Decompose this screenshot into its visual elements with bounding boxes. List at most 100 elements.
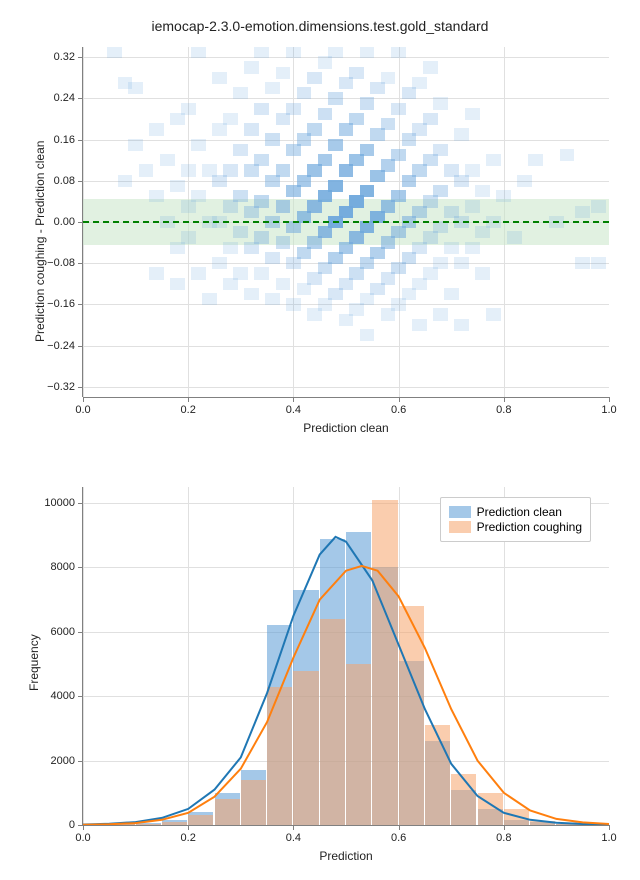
density-cell	[244, 61, 259, 73]
density-cell	[444, 288, 459, 300]
density-cell	[517, 175, 532, 187]
density-cell	[465, 164, 480, 176]
tick-label: 0.6	[391, 404, 406, 416]
histogram-panel: Prediction cleanPrediction coughing Pred…	[82, 486, 610, 826]
density-cell	[454, 319, 469, 331]
density-cell	[276, 67, 291, 79]
density-cell	[381, 72, 396, 84]
density-cell	[191, 139, 206, 151]
density-cell	[191, 190, 206, 202]
density-cell	[465, 108, 480, 120]
density-cell	[118, 175, 133, 187]
legend-item: Prediction coughing	[449, 520, 582, 534]
tick-label: 0.32	[54, 51, 75, 63]
legend-swatch	[449, 521, 471, 533]
tick-label: 0.0	[75, 832, 90, 844]
density-cell	[233, 190, 248, 202]
reference-line	[83, 221, 609, 223]
density-cell	[560, 149, 575, 161]
kde-line-clean	[83, 537, 609, 825]
density-cell	[276, 200, 291, 212]
tick-label: 6000	[51, 626, 75, 638]
density-cell	[107, 47, 122, 58]
tick-label: 0.8	[496, 404, 511, 416]
tick-label: 0.2	[181, 404, 196, 416]
density-cell	[391, 47, 406, 58]
histogram-xlabel: Prediction	[83, 849, 609, 863]
tick-label: 0.24	[54, 92, 75, 104]
density-cell	[149, 267, 164, 279]
density-cell	[391, 149, 406, 161]
density-cell	[307, 72, 322, 84]
density-cell	[454, 257, 469, 269]
density-cell	[233, 144, 248, 156]
legend-label: Prediction clean	[477, 505, 562, 519]
gridline	[83, 57, 609, 58]
gridline	[83, 304, 609, 305]
density-cell	[465, 242, 480, 254]
density-cell	[475, 267, 490, 279]
density-cell	[465, 200, 480, 212]
density-cell	[349, 113, 364, 125]
axis-spine	[83, 825, 609, 826]
density-cell	[254, 103, 269, 115]
tick-label: 1.0	[601, 404, 616, 416]
tick-label: 2000	[51, 755, 75, 767]
density-cell	[170, 278, 185, 290]
density-cell	[223, 164, 238, 176]
tick-label: 10000	[44, 497, 75, 509]
gridline	[83, 346, 609, 347]
density-cell	[254, 267, 269, 279]
legend-label: Prediction coughing	[477, 520, 582, 534]
density-cell	[360, 47, 375, 58]
tick-label: 0.4	[286, 404, 301, 416]
density-cell	[412, 77, 427, 89]
gridline	[83, 140, 609, 141]
gridline	[83, 263, 609, 264]
legend: Prediction cleanPrediction coughing	[440, 497, 591, 542]
density-cell	[575, 206, 590, 218]
density-cell	[244, 123, 259, 135]
density-cell	[496, 190, 511, 202]
density-cell	[423, 113, 438, 125]
density-cell	[328, 92, 343, 104]
density-cell	[328, 47, 343, 58]
legend-swatch	[449, 506, 471, 518]
density-cell	[433, 185, 448, 197]
density-cell	[244, 288, 259, 300]
tick-label: 0.4	[286, 832, 301, 844]
tick-label: −0.32	[47, 381, 75, 393]
density-cell	[433, 308, 448, 320]
tick-label: −0.16	[47, 298, 75, 310]
tick-label: 4000	[51, 690, 75, 702]
density-cell	[423, 61, 438, 73]
density-cell	[265, 82, 280, 94]
density-cell	[360, 97, 375, 109]
tick-label: 0.16	[54, 134, 75, 146]
figure-title: iemocap-2.3.0-emotion.dimensions.test.go…	[0, 18, 640, 34]
density-cell	[233, 267, 248, 279]
density-cell	[233, 87, 248, 99]
scatter-xlabel: Prediction clean	[83, 421, 609, 435]
tick-label: −0.24	[47, 340, 75, 352]
density-cell	[360, 144, 375, 156]
density-cell	[265, 293, 280, 305]
density-cell	[591, 257, 606, 269]
density-cell	[475, 185, 490, 197]
density-cell	[307, 123, 322, 135]
density-cell	[254, 195, 269, 207]
density-cell	[507, 231, 522, 243]
scatter-ylabel: Prediction coughing - Prediction clean	[33, 141, 47, 342]
figure: iemocap-2.3.0-emotion.dimensions.test.go…	[0, 0, 640, 880]
density-cell	[486, 308, 501, 320]
density-cell	[360, 329, 375, 341]
tick-mark	[609, 825, 610, 830]
density-cell	[486, 154, 501, 166]
density-cell	[381, 118, 396, 130]
density-cell	[276, 164, 291, 176]
gridline	[83, 387, 609, 388]
density-cell	[202, 293, 217, 305]
density-cell	[181, 231, 196, 243]
axis-spine	[82, 487, 83, 825]
scatter-plot-area	[83, 47, 609, 397]
